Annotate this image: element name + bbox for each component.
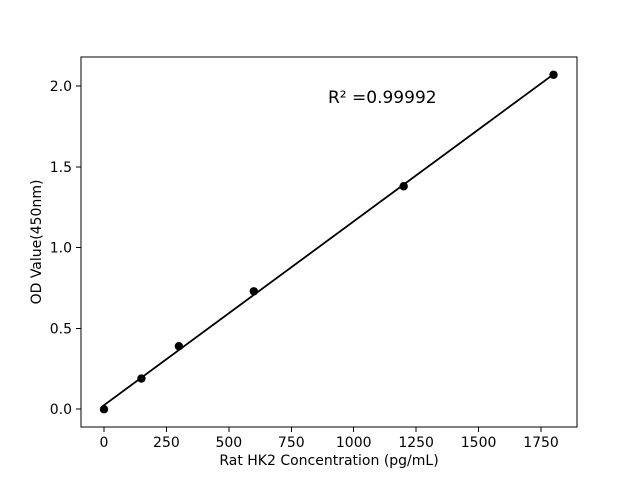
x-tick-label: 750	[278, 435, 305, 451]
trend-line	[103, 73, 555, 407]
y-tick-label: 2.0	[50, 79, 72, 95]
x-tick-label: 1750	[523, 435, 559, 451]
data-point	[249, 287, 259, 296]
x-tick-label: 1000	[336, 435, 372, 451]
x-tick-label: 500	[215, 435, 242, 451]
r-squared-annotation: R² =0.99992	[328, 88, 437, 108]
y-tick-label: 0.0	[50, 402, 72, 418]
data-point	[549, 70, 558, 79]
data-point	[174, 342, 184, 351]
x-tick-label: 250	[153, 435, 180, 451]
y-axis-label: OD Value(450nm)	[29, 179, 45, 305]
data-point	[99, 405, 109, 414]
y-tick-label: 1.0	[50, 241, 72, 257]
data-point	[137, 374, 146, 383]
x-tick-label: 0	[100, 435, 109, 451]
data-point	[399, 182, 408, 191]
x-axis-label: Rat HK2 Concentration (pg/mL)	[219, 453, 439, 469]
y-tick-label: 0.5	[50, 321, 72, 337]
x-tick-label: 1500	[461, 435, 497, 451]
y-tick-label: 1.5	[50, 160, 72, 176]
x-tick-label: 1250	[398, 435, 434, 451]
axes-frame	[80, 56, 578, 428]
